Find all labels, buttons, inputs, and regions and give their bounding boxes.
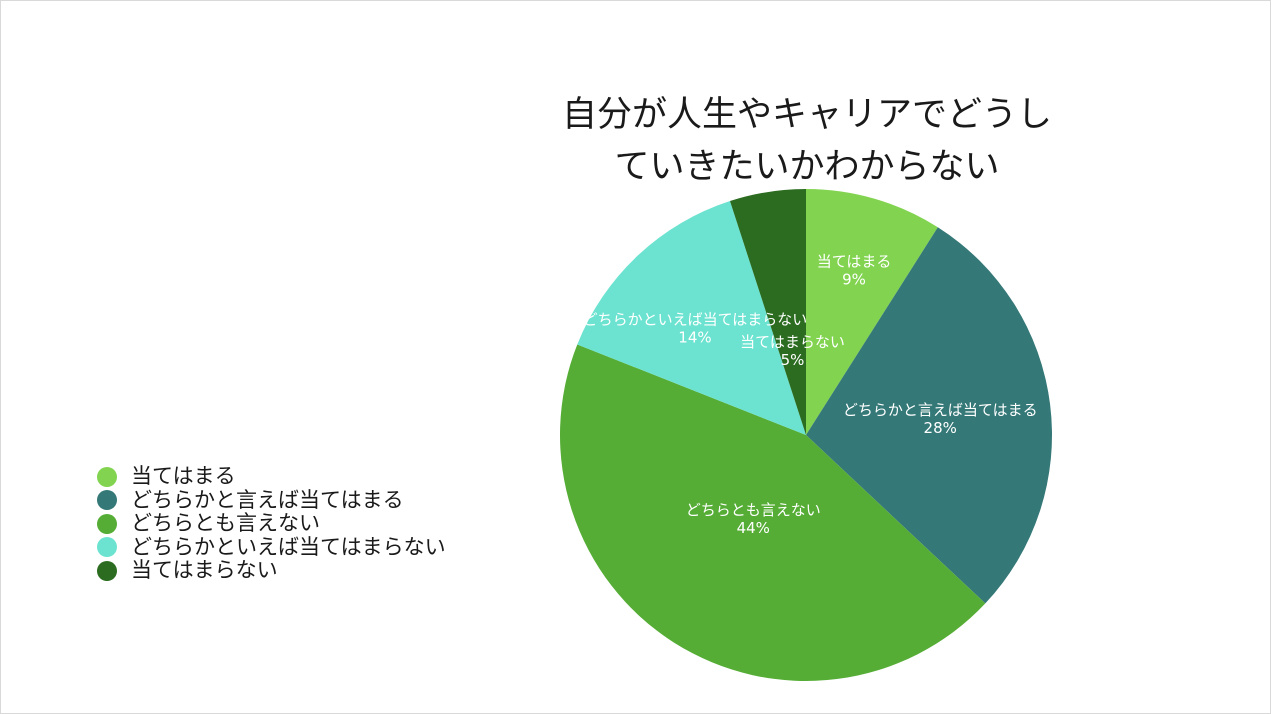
legend: 当てはまる どちらかと言えば当てはまる どちらとも言えない どちらかといえば当て…: [97, 465, 446, 583]
legend-label: どちらかといえば当てはまらない: [131, 534, 446, 559]
legend-item: どちらとも言えない: [97, 512, 446, 536]
slice-value-label: 14%: [678, 328, 711, 346]
slice-value-label: 9%: [842, 271, 866, 289]
chart-title: 自分が人生やキャリアでどうしていきたいかわからない: [561, 95, 1052, 187]
legend-item: 当てはまらない: [97, 559, 446, 583]
legend-item: どちらかといえば当てはまらない: [97, 534, 446, 560]
legend-swatch: [97, 513, 117, 534]
pie-slice: [577, 201, 806, 435]
pie-slice: [806, 227, 1052, 604]
slice-category-label: どちらかと言えば当てはまる: [843, 401, 1038, 419]
legend-item: どちらかと言えば当てはまる: [97, 487, 446, 513]
slice-category-label: 当てはまる: [817, 253, 892, 271]
legend-swatch: [97, 490, 117, 511]
slice-category-label: どちらとも言えない: [686, 501, 821, 519]
legend-swatch: [97, 466, 117, 487]
legend-swatch: [97, 537, 117, 558]
pie-slices: [560, 189, 1052, 681]
legend-swatch: [97, 560, 117, 581]
legend-item: 当てはまる: [97, 465, 446, 489]
slice-value-label: 5%: [781, 351, 805, 369]
pie-slice: [560, 344, 986, 681]
pie-slice: [729, 189, 806, 435]
legend-label: 当てはまる: [131, 464, 236, 489]
legend-label: どちらとも言えない: [131, 511, 320, 536]
legend-label: どちらかと言えば当てはまる: [131, 487, 404, 512]
slice-category-label: 当てはまらない: [740, 333, 845, 351]
slice-value-label: 44%: [737, 519, 770, 537]
pie-slice: [806, 189, 938, 435]
legend-label: 当てはまらない: [131, 558, 278, 583]
slice-category-label: どちらかといえば当てはまらない: [583, 310, 808, 328]
slice-value-label: 28%: [924, 419, 957, 437]
